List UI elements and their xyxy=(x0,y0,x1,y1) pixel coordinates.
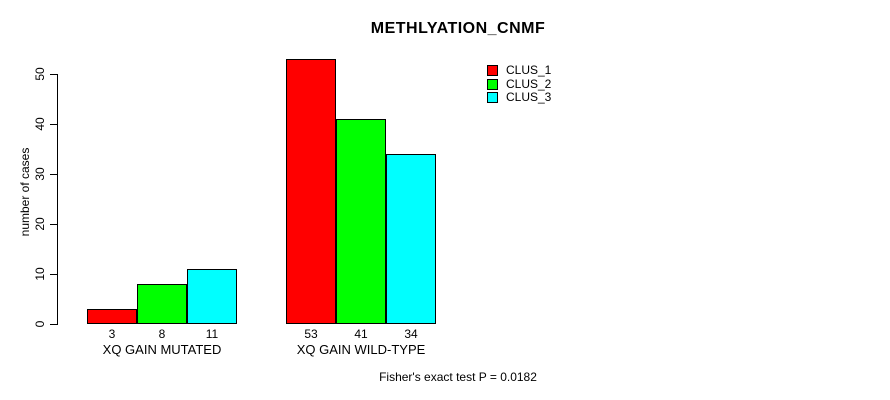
y-axis-label: number of cases xyxy=(18,147,32,237)
y-tick-mark xyxy=(50,224,57,225)
bar xyxy=(286,59,336,324)
legend: CLUS_1 CLUS_2 CLUS_3 xyxy=(487,63,552,106)
bar-value-label: 41 xyxy=(354,327,368,341)
y-tick-label: 0 xyxy=(33,320,47,328)
legend-label: CLUS_1 xyxy=(506,63,552,77)
category-label: XQ GAIN MUTATED xyxy=(102,342,222,357)
bar-value-label: 3 xyxy=(108,327,116,341)
bar xyxy=(386,154,436,324)
y-tick-label: 40 xyxy=(33,117,47,131)
legend-row: CLUS_2 xyxy=(487,76,552,91)
bar-value-label: 34 xyxy=(404,327,418,341)
legend-row: CLUS_3 xyxy=(487,90,552,104)
y-tick-mark xyxy=(50,74,57,75)
bar xyxy=(137,284,187,324)
bar xyxy=(187,269,237,324)
y-tick-label: 20 xyxy=(33,217,47,231)
y-tick-label: 50 xyxy=(33,67,47,81)
y-tick-mark xyxy=(50,274,57,275)
legend-swatch xyxy=(487,92,498,103)
legend-row: CLUS_1 xyxy=(487,63,552,77)
y-tick-label: 30 xyxy=(33,167,47,181)
bar xyxy=(336,119,386,324)
y-axis-line xyxy=(57,74,58,325)
y-tick-label: 10 xyxy=(33,267,47,281)
legend-swatch xyxy=(487,65,498,76)
y-tick-mark xyxy=(50,124,57,125)
bar xyxy=(87,309,137,324)
chart-title: METHLYATION_CNMF xyxy=(370,20,546,37)
legend-label: CLUS_2 xyxy=(506,76,552,91)
bar-value-label: 11 xyxy=(205,327,219,341)
legend-swatch xyxy=(487,78,498,90)
y-tick-mark xyxy=(50,324,57,325)
category-label: XQ GAIN WILD-TYPE xyxy=(296,342,426,357)
bar-value-label: 8 xyxy=(158,327,166,341)
bar-value-label: 53 xyxy=(304,327,318,341)
annotation-text: Fisher's exact test P = 0.0182 xyxy=(379,370,537,384)
y-tick-mark xyxy=(50,174,57,175)
legend-label: CLUS_3 xyxy=(506,90,552,104)
